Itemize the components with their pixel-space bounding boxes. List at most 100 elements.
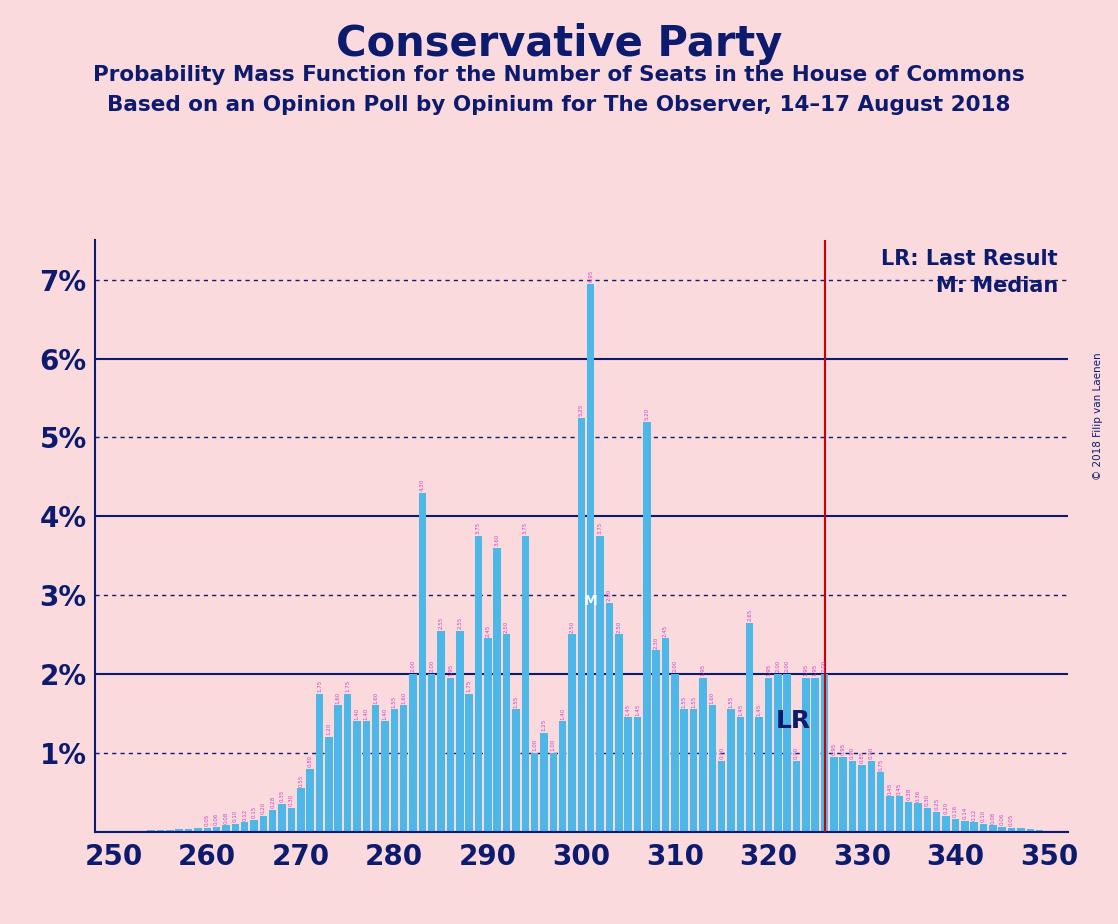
Bar: [568, 635, 576, 832]
Bar: [521, 536, 529, 832]
Text: 5.20: 5.20: [644, 407, 650, 420]
Bar: [877, 772, 884, 832]
Text: 0.95: 0.95: [841, 743, 845, 755]
Text: 0.30: 0.30: [925, 794, 930, 807]
Bar: [840, 757, 847, 832]
Text: 0.15: 0.15: [252, 806, 256, 818]
Bar: [157, 830, 164, 832]
Bar: [167, 830, 173, 832]
Text: 0.12: 0.12: [243, 808, 247, 821]
Bar: [334, 705, 342, 832]
Bar: [428, 674, 436, 832]
Bar: [606, 603, 613, 832]
Text: 1.00: 1.00: [551, 739, 556, 751]
Text: 4.30: 4.30: [420, 479, 425, 491]
Text: 2.00: 2.00: [429, 660, 434, 673]
Text: 0.20: 0.20: [260, 802, 266, 814]
Bar: [550, 753, 557, 832]
Text: 2.65: 2.65: [747, 609, 752, 621]
Text: 0.14: 0.14: [963, 807, 967, 819]
Text: LR: Last Result: LR: Last Result: [881, 249, 1058, 269]
Text: 1.75: 1.75: [466, 680, 472, 692]
Bar: [970, 822, 978, 832]
Bar: [195, 829, 201, 832]
Bar: [409, 674, 417, 832]
Text: 0.06: 0.06: [215, 813, 219, 825]
Text: Probability Mass Function for the Number of Seats in the House of Commons: Probability Mass Function for the Number…: [93, 65, 1025, 85]
Text: 3.75: 3.75: [476, 522, 481, 534]
Bar: [306, 769, 314, 832]
Bar: [447, 678, 454, 832]
Text: M: Median: M: Median: [936, 275, 1058, 296]
Text: 1.95: 1.95: [448, 664, 453, 676]
Text: 3.75: 3.75: [523, 522, 528, 534]
Text: 1.95: 1.95: [813, 664, 817, 676]
Text: 1.60: 1.60: [373, 692, 378, 704]
Bar: [718, 760, 726, 832]
Bar: [231, 823, 239, 832]
Bar: [690, 710, 698, 832]
Bar: [484, 638, 492, 832]
Text: 0.38: 0.38: [907, 788, 911, 800]
Text: 1.55: 1.55: [729, 696, 733, 708]
Text: 1.45: 1.45: [635, 703, 639, 716]
Text: 1.60: 1.60: [401, 692, 406, 704]
Text: 0.90: 0.90: [794, 747, 799, 759]
Bar: [1007, 828, 1015, 832]
Text: 1.45: 1.45: [738, 703, 742, 716]
Bar: [587, 284, 595, 832]
Bar: [269, 809, 276, 832]
Bar: [821, 674, 828, 832]
Text: 0.45: 0.45: [888, 783, 892, 795]
Bar: [362, 722, 370, 832]
Text: 2.90: 2.90: [607, 590, 612, 602]
Bar: [540, 733, 548, 832]
Bar: [831, 757, 837, 832]
Bar: [325, 737, 332, 832]
Bar: [634, 717, 642, 832]
Text: 0.16: 0.16: [953, 805, 958, 818]
Bar: [465, 694, 473, 832]
Bar: [344, 694, 351, 832]
Text: 2.45: 2.45: [485, 625, 491, 637]
Text: 0.25: 0.25: [935, 798, 939, 810]
Bar: [456, 630, 464, 832]
Text: LR: LR: [776, 710, 811, 734]
Bar: [596, 536, 604, 832]
Text: 0.10: 0.10: [980, 810, 986, 822]
Text: 3.75: 3.75: [597, 522, 603, 534]
Bar: [531, 753, 539, 832]
Text: 2.30: 2.30: [654, 637, 659, 649]
Bar: [212, 827, 220, 832]
Bar: [923, 808, 931, 832]
Bar: [372, 705, 379, 832]
Text: 0.08: 0.08: [991, 811, 995, 823]
Text: 0.35: 0.35: [280, 790, 285, 802]
Text: 0.20: 0.20: [944, 802, 948, 814]
Bar: [250, 820, 258, 832]
Text: 0.06: 0.06: [999, 813, 1005, 825]
Text: 2.50: 2.50: [569, 621, 575, 633]
Text: 0.10: 0.10: [233, 810, 238, 822]
Bar: [765, 678, 773, 832]
Text: 2.00: 2.00: [672, 660, 678, 673]
Text: 1.55: 1.55: [682, 696, 686, 708]
Text: 1.45: 1.45: [626, 703, 631, 716]
Text: 2.55: 2.55: [438, 616, 444, 629]
Text: © 2018 Filip van Laenen: © 2018 Filip van Laenen: [1093, 352, 1102, 480]
Bar: [728, 710, 735, 832]
Bar: [390, 710, 398, 832]
Text: 1.20: 1.20: [326, 723, 331, 736]
Bar: [979, 823, 987, 832]
Text: 0.85: 0.85: [860, 751, 864, 763]
Bar: [784, 674, 790, 832]
Text: 0.90: 0.90: [869, 747, 874, 759]
Text: 0.90: 0.90: [719, 747, 724, 759]
Bar: [849, 760, 856, 832]
Text: Conservative Party: Conservative Party: [335, 23, 783, 65]
Text: 2.50: 2.50: [504, 621, 509, 633]
Bar: [746, 623, 754, 832]
Bar: [896, 796, 903, 832]
Bar: [942, 816, 950, 832]
Text: 0.45: 0.45: [897, 783, 902, 795]
